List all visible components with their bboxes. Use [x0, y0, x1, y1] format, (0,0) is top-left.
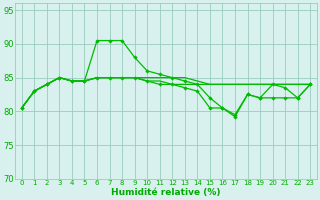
X-axis label: Humidité relative (%): Humidité relative (%) [111, 188, 221, 197]
